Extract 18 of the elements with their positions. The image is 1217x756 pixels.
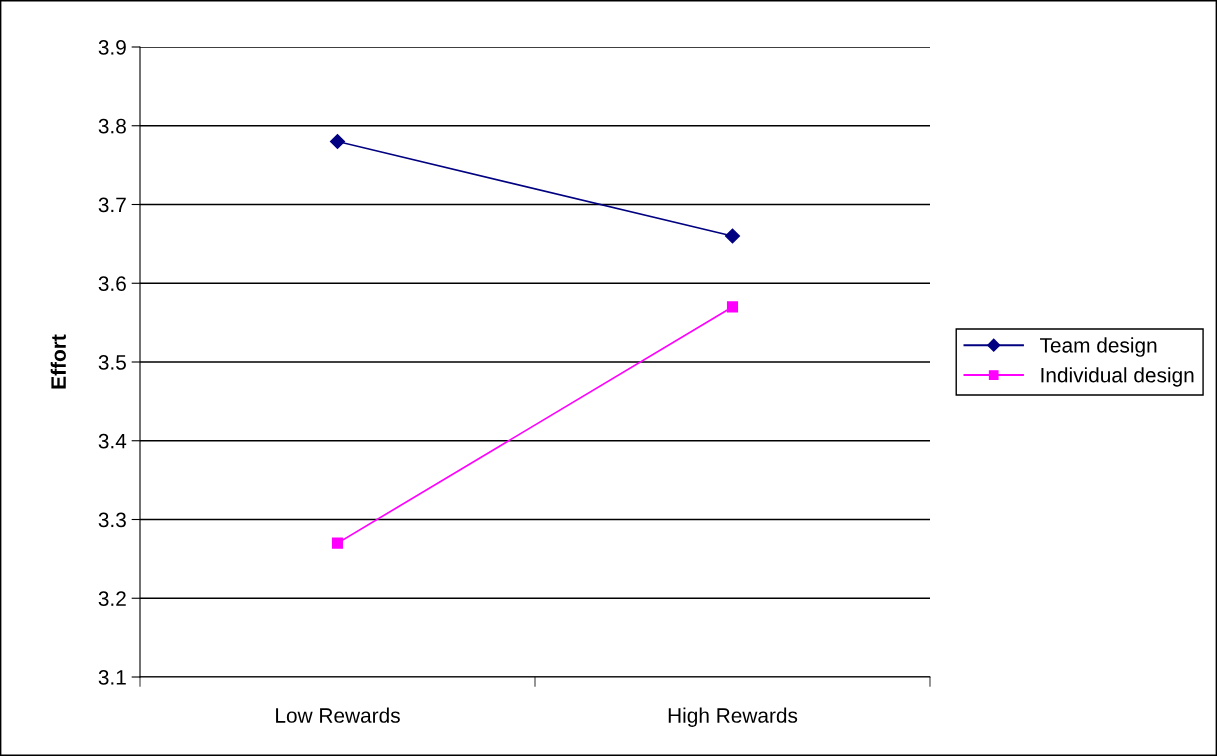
legend-label: Team design [1040, 337, 1157, 357]
point [329, 133, 346, 150]
y-tick-label: 3.8 [98, 118, 126, 134]
y-axis-title: Effort [50, 334, 66, 389]
y-tick-label: 3.4 [98, 433, 127, 449]
x-tick-label: High Rewards [668, 707, 798, 727]
y-tick-label: 3.1 [98, 670, 126, 685]
point [726, 301, 739, 313]
y-tick-label: 3.9 [98, 40, 126, 55]
legend-label: Individual design [1041, 367, 1194, 387]
point [331, 537, 344, 549]
y-tick-label: 3.7 [98, 197, 126, 213]
y-tick-label: 3.5 [98, 355, 126, 370]
y-tick-label: 3.2 [98, 591, 126, 606]
x-tick-label: Low Rewards [276, 707, 400, 723]
y-tick-label: 3.3 [98, 512, 126, 528]
point [724, 228, 741, 244]
y-tick-label: 3.6 [98, 276, 126, 291]
